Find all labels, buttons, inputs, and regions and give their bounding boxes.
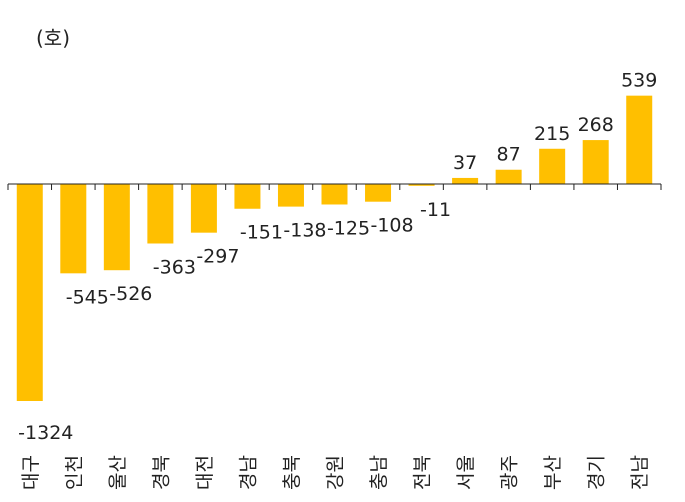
bar-경북	[147, 184, 174, 244]
category-label: 충북	[281, 455, 303, 490]
bar-경남	[234, 184, 261, 209]
bar-대전	[190, 184, 217, 233]
value-label: 268	[578, 114, 614, 136]
category-label: 경기	[586, 455, 608, 490]
bar-강원	[321, 184, 348, 205]
category-label: 전북	[412, 455, 434, 490]
category-labels-group: 대구 인천 울산 경북 대전 경남 충북 강원 충남 전북 서울 광주 부산 경기 전남	[20, 455, 651, 490]
bar-대구	[16, 184, 43, 401]
value-label: 87	[497, 144, 521, 166]
bar-서울	[452, 177, 479, 184]
value-label: 37	[453, 152, 477, 174]
bar-충남	[365, 184, 392, 202]
bar-전북	[408, 184, 435, 186]
category-label: 충남	[368, 455, 390, 490]
category-label: 인천	[63, 455, 85, 490]
bar-경기	[582, 140, 609, 184]
category-label: 서울	[455, 455, 477, 490]
value-labels-group: -1324 -545 -526-363 -297-151 -138 -125 -108 -11…	[18, 70, 657, 444]
value-label: -125	[327, 217, 370, 239]
category-label: 경남	[237, 455, 259, 490]
value-label: -363	[153, 256, 196, 278]
bar-울산	[103, 184, 130, 271]
value-label: -545	[66, 286, 109, 308]
category-label: 대전	[194, 455, 216, 490]
unit-label: (호)	[36, 26, 71, 50]
value-label: -297	[196, 246, 239, 268]
category-label: 대구	[20, 455, 42, 490]
value-label: 215	[534, 123, 570, 145]
category-label: 전남	[629, 455, 651, 490]
value-label: -1324	[18, 422, 73, 444]
value-label: -526	[109, 283, 152, 305]
bar-부산	[539, 148, 566, 184]
bars-group	[16, 95, 653, 401]
bar-광주	[495, 169, 522, 184]
value-label: 539	[621, 70, 657, 92]
value-label: -11	[420, 199, 451, 221]
category-label: 울산	[107, 455, 129, 490]
category-label: 강원	[325, 455, 347, 490]
value-label: -108	[370, 215, 413, 237]
value-label: -151	[240, 222, 283, 244]
x-axis	[7, 183, 662, 190]
bar-충북	[277, 184, 304, 207]
category-label: 부산	[542, 455, 564, 490]
value-label: -138	[283, 220, 326, 242]
category-label: 경북	[150, 455, 172, 490]
bar-전남	[626, 95, 653, 184]
bar-인천	[60, 184, 87, 274]
category-label: 광주	[499, 455, 521, 490]
